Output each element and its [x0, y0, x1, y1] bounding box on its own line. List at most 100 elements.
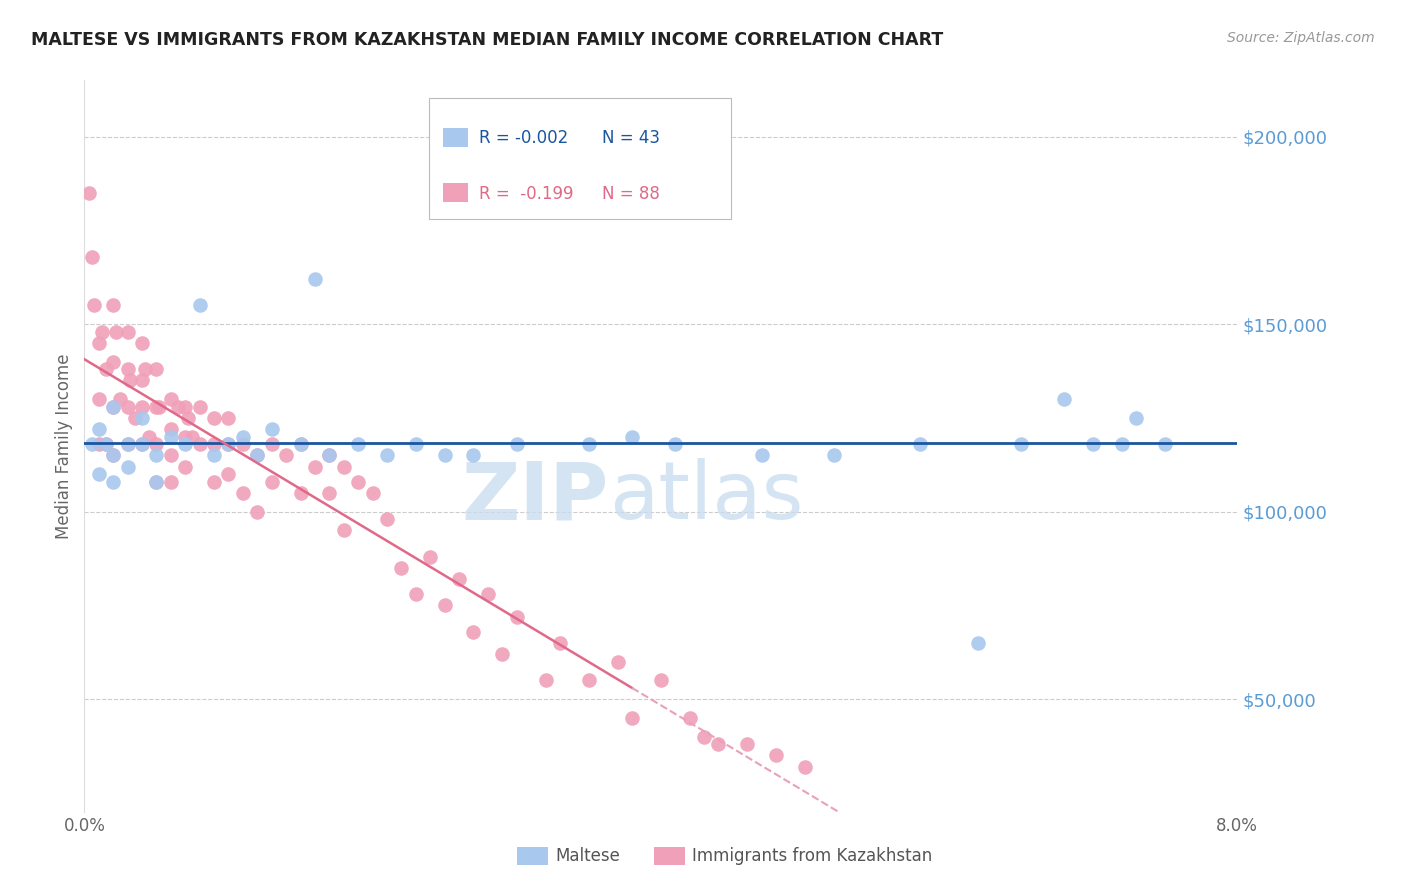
Point: [463, 624, 485, 639]
Point: [117, 437, 139, 451]
Point: [405, 587, 427, 601]
Point: [304, 272, 326, 286]
Point: [823, 449, 845, 463]
Point: [94, 437, 117, 451]
Point: [160, 429, 183, 443]
Point: [145, 400, 167, 414]
Y-axis label: Median Family Income: Median Family Income: [55, 353, 73, 539]
Point: [131, 373, 153, 387]
Point: [333, 524, 356, 538]
Point: [967, 636, 990, 650]
Point: [174, 459, 197, 474]
Point: [218, 437, 240, 451]
Point: [765, 748, 787, 763]
Point: [117, 362, 139, 376]
Point: [103, 449, 124, 463]
Point: [188, 298, 211, 312]
Point: [246, 505, 269, 519]
Point: [477, 587, 499, 601]
Point: [117, 325, 139, 339]
Point: [131, 437, 153, 451]
Point: [433, 599, 456, 613]
Point: [148, 400, 170, 414]
Point: [232, 437, 254, 451]
Point: [138, 429, 160, 443]
Point: [260, 475, 283, 489]
Point: [145, 475, 167, 489]
Point: [218, 467, 240, 482]
Point: [188, 437, 211, 451]
Point: [707, 737, 730, 751]
Point: [232, 429, 254, 443]
Point: [491, 647, 513, 661]
Point: [693, 730, 716, 744]
Point: [1053, 392, 1076, 406]
Text: Source: ZipAtlas.com: Source: ZipAtlas.com: [1227, 31, 1375, 45]
Point: [391, 561, 413, 575]
Point: [87, 422, 110, 436]
Point: [94, 437, 117, 451]
Point: [246, 449, 269, 463]
Point: [318, 449, 340, 463]
Point: [103, 354, 124, 368]
Point: [105, 325, 128, 339]
Point: [534, 673, 557, 688]
Point: [433, 449, 456, 463]
Point: [463, 449, 485, 463]
Point: [160, 392, 183, 406]
Point: [333, 459, 356, 474]
Point: [131, 400, 153, 414]
Point: [578, 437, 600, 451]
Text: atlas: atlas: [609, 458, 803, 536]
Point: [83, 298, 105, 312]
Point: [218, 437, 240, 451]
Point: [202, 475, 225, 489]
Text: Immigrants from Kazakhstan: Immigrants from Kazakhstan: [692, 847, 932, 865]
Point: [145, 437, 167, 451]
Point: [87, 437, 110, 451]
Point: [90, 325, 112, 339]
Point: [77, 186, 100, 200]
Point: [621, 711, 644, 725]
Point: [1111, 437, 1133, 451]
Point: [117, 459, 139, 474]
Point: [506, 609, 529, 624]
Point: [160, 449, 183, 463]
Point: [578, 673, 600, 688]
Point: [87, 467, 110, 482]
Point: [145, 449, 167, 463]
Point: [290, 437, 312, 451]
Point: [181, 429, 204, 443]
Point: [160, 475, 183, 489]
Point: [87, 392, 110, 406]
Point: [361, 486, 384, 500]
Point: [131, 437, 153, 451]
Point: [290, 486, 312, 500]
Point: [260, 422, 283, 436]
Point: [1010, 437, 1032, 451]
Point: [202, 437, 225, 451]
Point: [177, 410, 200, 425]
Point: [218, 410, 240, 425]
Point: [131, 335, 153, 350]
Point: [347, 437, 370, 451]
Point: [1083, 437, 1105, 451]
Point: [117, 437, 139, 451]
Point: [794, 760, 817, 774]
Point: [124, 410, 146, 425]
Point: [188, 400, 211, 414]
Point: [202, 410, 225, 425]
Point: [260, 437, 283, 451]
Point: [737, 737, 759, 751]
Point: [419, 549, 441, 564]
Point: [80, 250, 103, 264]
Text: R = -0.002: R = -0.002: [479, 129, 568, 147]
Point: [103, 400, 124, 414]
Text: R =  -0.199: R = -0.199: [479, 185, 574, 202]
Point: [117, 400, 139, 414]
Point: [449, 572, 471, 586]
Point: [276, 449, 298, 463]
Point: [174, 400, 197, 414]
Point: [174, 429, 197, 443]
Text: Maltese: Maltese: [555, 847, 620, 865]
